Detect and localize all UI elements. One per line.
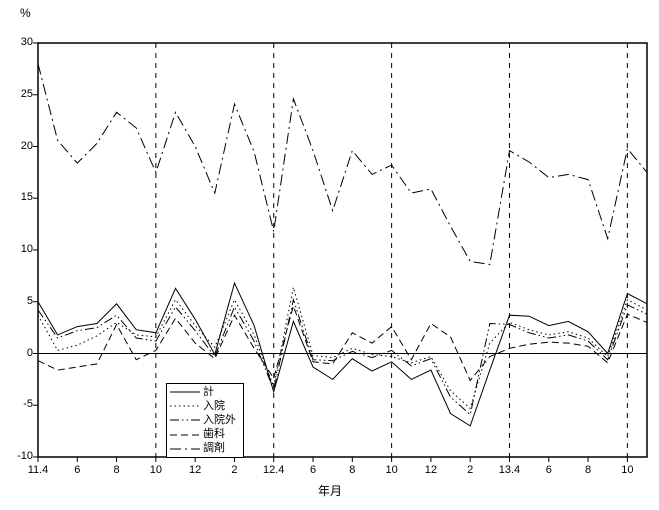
- y-tick-label: 30: [20, 36, 33, 48]
- y-tick-label: 15: [20, 191, 33, 204]
- legend-item-total: 計: [167, 386, 243, 399]
- dental-line-sample-icon: [170, 434, 200, 436]
- y-tick-label: 20: [20, 139, 33, 152]
- inpatient-line-sample-icon: [170, 405, 200, 407]
- series-line-歯科: [37, 304, 648, 382]
- series-line-入院外: [37, 297, 648, 416]
- y-tick-label: -10: [17, 450, 33, 462]
- y-tick-label: 0: [26, 346, 33, 359]
- outpatient-line-sample-icon: [170, 419, 200, 421]
- y-tick-label: 10: [20, 243, 33, 255]
- x-tick-label: 8: [585, 464, 592, 476]
- legend-label-dental: 歯科: [203, 428, 225, 441]
- x-tick-label: 2: [231, 464, 238, 476]
- x-tick-label: 10: [621, 464, 634, 476]
- plot-frame: [37, 42, 648, 458]
- total-line-sample-icon: [170, 391, 200, 393]
- x-tick-label: 8: [113, 464, 120, 476]
- y-tick-label: 5: [26, 294, 33, 307]
- x-tick-label: 6: [74, 464, 81, 476]
- series-line-調剤: [37, 63, 648, 266]
- legend-label-total: 計: [203, 385, 214, 398]
- dispensing-line-sample-icon: [170, 448, 200, 450]
- legend-label-outpatient: 入院外: [203, 413, 236, 426]
- x-tick-label: 10: [385, 464, 398, 476]
- x-tick-label: 12.4: [263, 464, 285, 476]
- x-tick-label: 13.4: [498, 464, 521, 476]
- legend-label-dispensing: 調剤: [203, 442, 225, 455]
- x-tick-label: 8: [349, 464, 356, 476]
- y-tick-label: -5: [23, 398, 33, 411]
- y-axis-unit-label: %: [20, 6, 31, 20]
- x-tick-label: 10: [149, 464, 162, 476]
- x-tick-label: 6: [309, 464, 317, 476]
- x-tick-label: 2: [467, 464, 474, 476]
- x-tick-label: 6: [545, 464, 552, 476]
- legend-box: 計 入院 入院外 歯科 調剤: [166, 383, 244, 458]
- series-line-入院: [37, 287, 648, 410]
- legend-label-inpatient: 入院: [203, 399, 225, 412]
- legend-item-dispensing: 調剤: [167, 442, 243, 455]
- y-tick-label: 25: [20, 87, 33, 100]
- x-tick-label: 11.4: [27, 464, 49, 476]
- series-line-計: [37, 281, 648, 427]
- x-axis-title: 年月: [317, 484, 342, 498]
- legend-item-inpatient: 入院: [167, 400, 243, 413]
- x-tick-label: 12: [189, 464, 202, 476]
- legend-item-outpatient: 入院外: [167, 414, 243, 427]
- x-tick-label: 12: [424, 464, 438, 476]
- legend-item-dental: 歯科: [167, 428, 243, 441]
